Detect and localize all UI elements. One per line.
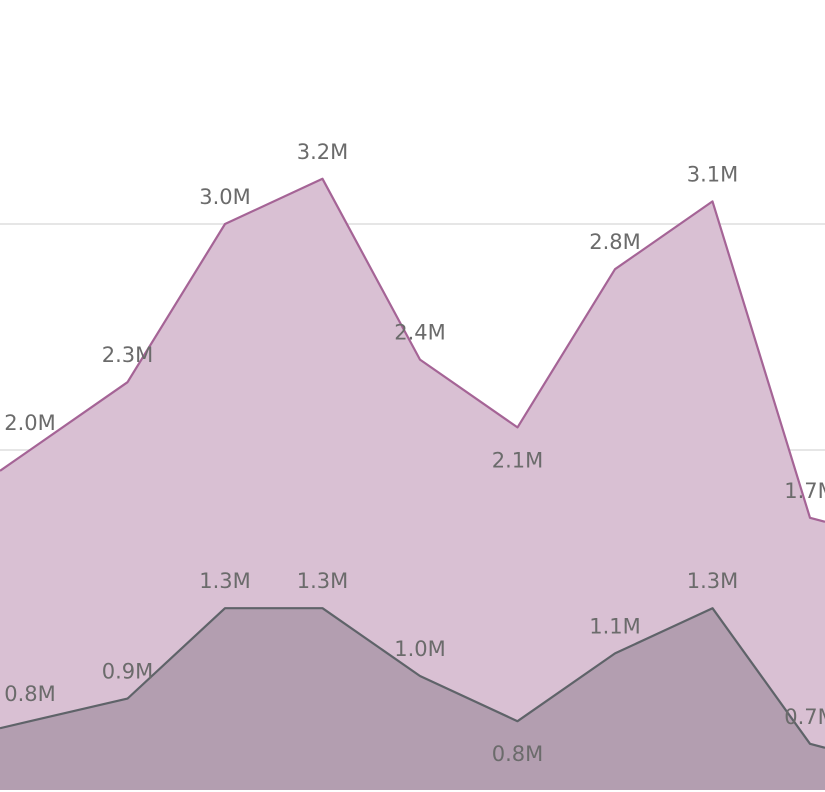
data-label-upper-5: 2.1M [492,448,544,472]
data-label-upper-1: 2.3M [102,343,154,367]
data-labels: 2.0M 2.3M 3.0M 3.2M 2.4M 2.1M 2.8M 3.1M 1.7M 0.8M… [4,140,825,766]
data-label-lower-0: 0.8M [4,682,56,706]
data-label-lower-1: 0.9M [102,660,154,684]
data-label-lower-7: 1.3M [687,569,739,593]
data-label-lower-2: 1.3M [199,569,251,593]
series-line-upper [0,177,825,523]
data-label-upper-6: 2.8M [589,230,641,254]
data-label-upper-3: 3.2M [297,140,349,164]
data-label-upper-4: 2.4M [394,321,446,345]
data-label-upper-8: 1.7M [784,479,825,503]
data-label-upper-0: 2.0M [4,411,56,435]
series-line-lower [0,607,825,749]
series-lower [0,607,825,790]
area-fill-lower [0,608,825,790]
data-label-upper-7: 3.1M [687,162,739,186]
data-label-lower-5: 0.8M [492,742,544,766]
data-label-lower-6: 1.1M [589,614,641,638]
data-label-lower-3: 1.3M [297,569,349,593]
data-label-lower-4: 1.0M [394,637,446,661]
data-label-lower-8: 0.7M [784,705,825,729]
data-label-upper-2: 3.0M [199,185,251,209]
